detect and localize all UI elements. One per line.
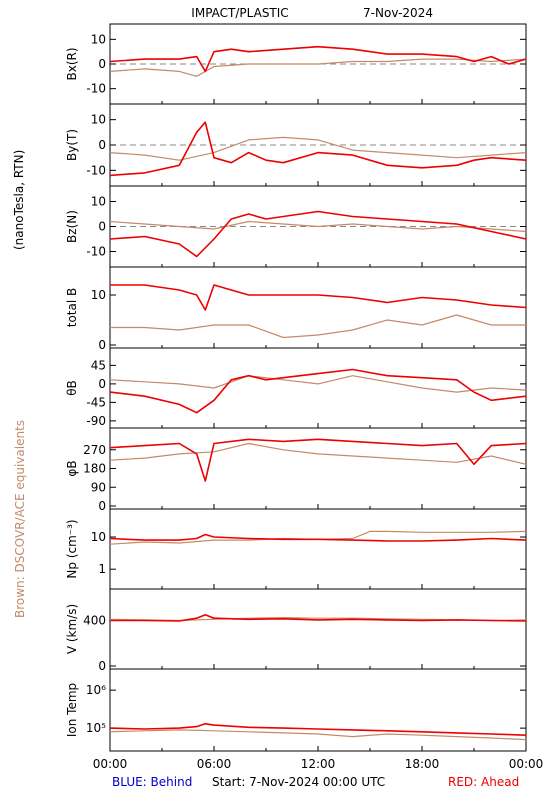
ytick-label-theta: -90 bbox=[86, 414, 106, 428]
series-line-ace-temp bbox=[109, 729, 527, 741]
series-line-ahead-btot bbox=[110, 284, 527, 311]
ytick-label-theta: -45 bbox=[86, 395, 106, 409]
ytick-label-phi: 180 bbox=[83, 462, 106, 476]
ytick-label-phi: 270 bbox=[83, 443, 106, 457]
ytick-label-temp: 10⁵ bbox=[86, 721, 106, 735]
ytick-label-bz: -10 bbox=[86, 245, 106, 259]
ylabel-temp: Ion Temp bbox=[65, 683, 79, 737]
ytick-label-bx: 0 bbox=[98, 57, 106, 71]
ylabel-bz: Bz(N) bbox=[65, 210, 79, 243]
series-line-ahead-theta bbox=[109, 368, 527, 414]
xtick-label: 00:00 bbox=[509, 757, 544, 771]
ylabel-bx: Bx(R) bbox=[65, 47, 79, 80]
ytick-label-bz: 0 bbox=[98, 220, 106, 234]
series-line-ace-theta bbox=[109, 375, 527, 393]
series-line-ahead-bz bbox=[109, 210, 527, 258]
series-line-ahead-phi bbox=[109, 438, 527, 482]
ytick-label-theta: 45 bbox=[91, 358, 106, 372]
series-line-ace-btot bbox=[110, 314, 526, 339]
chart-title: IMPACT/PLASTIC bbox=[191, 6, 288, 20]
side-label-units: (nanoTesla, RTN) bbox=[12, 149, 26, 250]
ytick-label-bz: 10 bbox=[91, 195, 106, 209]
panel-frame-phi bbox=[109, 427, 527, 510]
footer-red: RED: Ahead bbox=[448, 775, 520, 789]
xtick-label: 12:00 bbox=[301, 757, 336, 771]
ytick-label-phi: 90 bbox=[91, 480, 106, 494]
series-line-ace-phi bbox=[109, 442, 527, 465]
ytick-label-by: -10 bbox=[86, 163, 106, 177]
ytick-label-np: 10 bbox=[91, 530, 106, 544]
chart-date: 7-Nov-2024 bbox=[363, 6, 433, 20]
ylabel-theta: θB bbox=[65, 380, 79, 396]
series-line-ace-bx bbox=[109, 58, 527, 77]
ytick-label-temp: 10⁶ bbox=[86, 683, 106, 697]
footer-blue: BLUE: Behind bbox=[112, 775, 193, 789]
ytick-label-bx: -10 bbox=[86, 82, 106, 96]
ytick-label-bx: 10 bbox=[91, 32, 106, 46]
panel-frame-btot bbox=[109, 266, 527, 349]
series-line-ace-bz bbox=[109, 220, 527, 233]
series-line-ahead-bx bbox=[109, 45, 527, 73]
x-axis: 00:00 06:00 12:00 18:00 00:00 bbox=[93, 757, 544, 771]
ylabel-btot: total B bbox=[65, 288, 79, 328]
series-line-ace-by bbox=[109, 136, 527, 161]
ytick-label-v: 400 bbox=[83, 613, 106, 627]
series-line-ahead-np bbox=[109, 533, 527, 542]
ylabel-np: Np (cm⁻³) bbox=[65, 519, 79, 578]
ytick-label-v: 0 bbox=[98, 659, 106, 673]
ytick-label-by: 10 bbox=[91, 113, 106, 127]
series-line-ahead-temp bbox=[109, 722, 527, 736]
series-line-ahead-by bbox=[109, 121, 527, 177]
ytick-label-phi: 0 bbox=[98, 499, 106, 513]
panel-frame-temp bbox=[109, 668, 527, 752]
panel-frame-theta bbox=[109, 347, 527, 429]
ylabel-phi: φB bbox=[65, 460, 79, 476]
ytick-label-np: 1 bbox=[98, 562, 106, 576]
footer-start: Start: 7-Nov-2024 00:00 UTC bbox=[212, 775, 386, 789]
xtick-label: 06:00 bbox=[197, 757, 232, 771]
panels-group: 100-10Bx(R)100-10By(T)100-10Bz(N)100tota… bbox=[65, 23, 527, 752]
ylabel-by: By(T) bbox=[65, 129, 79, 161]
ylabel-v: V (km/s) bbox=[65, 604, 79, 654]
ytick-label-btot: 10 bbox=[91, 288, 106, 302]
panel-frame-np bbox=[109, 508, 527, 590]
side-label-brown: Brown: DSCOVR/ACE equivalents bbox=[13, 419, 27, 618]
panel-frame-v bbox=[109, 588, 527, 670]
xtick-label: 00:00 bbox=[93, 757, 128, 771]
series-line-ahead-v bbox=[110, 613, 527, 622]
series-line-ace-np bbox=[109, 530, 527, 545]
ytick-label-theta: 0 bbox=[98, 377, 106, 391]
xtick-label: 18:00 bbox=[405, 757, 440, 771]
ytick-label-by: 0 bbox=[98, 138, 106, 152]
ytick-label-btot: 0 bbox=[98, 338, 106, 352]
